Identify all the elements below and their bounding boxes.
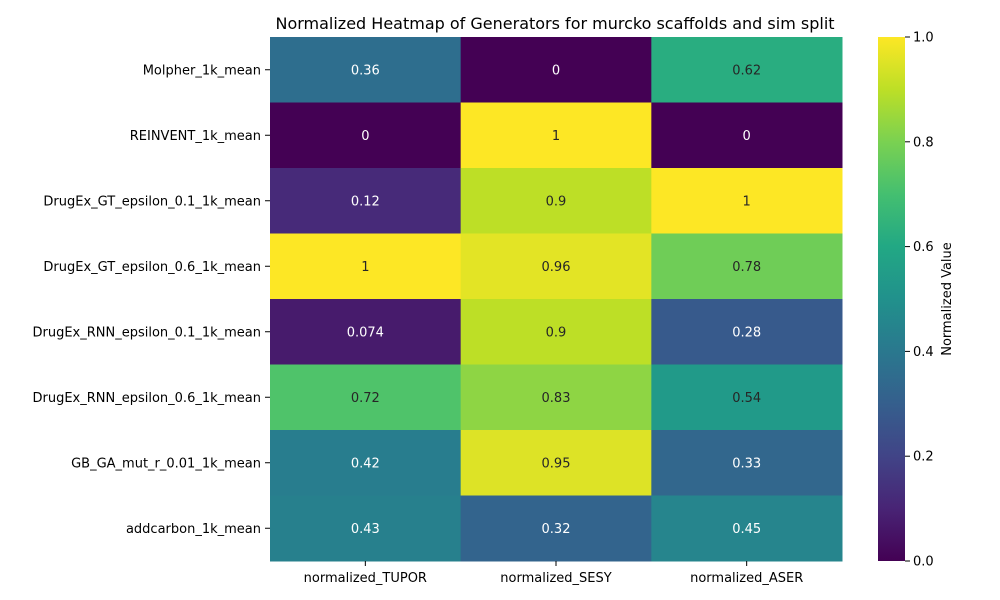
- cell-value-label: 0: [361, 129, 369, 144]
- colorbar-label: Normalized Value: [940, 242, 955, 356]
- column-label: normalized_TUPOR: [304, 571, 427, 586]
- cell-value-label: 0.72: [351, 391, 380, 406]
- cell-value-label: 0: [552, 63, 560, 78]
- heatmap-cell: [651, 495, 843, 562]
- cell-value-label: 0.36: [351, 63, 380, 78]
- column-label: normalized_SESY: [500, 571, 611, 586]
- heatmap-cell: [460, 168, 652, 234]
- cell-value-label: 0.074: [347, 325, 384, 340]
- colorbar-tick-label: 0.0: [913, 555, 934, 570]
- heatmap-cell: [651, 102, 843, 169]
- heatmap-cell: [270, 364, 462, 431]
- heatmap-cell: [270, 495, 462, 562]
- heatmap-cells: 0.36 0 0.62 0 1 0 0.12 0.9 1 1 0.96 0.78 0.074 0.9 0.2…: [270, 37, 843, 562]
- heatmap-cell: [270, 102, 462, 169]
- column-labels: normalized_TUPOR normalized_SESY normalize…: [304, 561, 803, 586]
- cell-value-label: 1: [361, 260, 369, 275]
- heatmap-cell: [460, 102, 652, 169]
- heatmap-cell: [651, 168, 843, 234]
- heatmap-cell: [460, 364, 652, 431]
- colorbar-tick-label: 0.2: [913, 450, 934, 465]
- row-label: DrugEx_GT_epsilon_0.1_1k_mean: [43, 194, 261, 209]
- cell-value-label: 0.43: [351, 522, 380, 537]
- row-labels: Molpher_1k_mean REINVENT_1k_mean DrugEx_GT…: [32, 63, 270, 537]
- cell-value-label: 1: [743, 194, 751, 209]
- colorbar: 0.0 0.2 0.4 0.6 0.8 1.0 Normalized Value: [878, 31, 955, 570]
- cell-value-label: 0.96: [542, 260, 571, 275]
- cell-value-label: 0.54: [732, 391, 761, 406]
- cell-value-label: 0.32: [542, 522, 571, 537]
- heatmap-cell: [270, 233, 462, 300]
- cell-value-label: 0.28: [732, 325, 761, 340]
- cell-value-label: 0.33: [732, 456, 761, 471]
- heatmap-cell: [270, 37, 462, 103]
- heatmap-cell: [651, 430, 843, 496]
- cell-value-label: 0.78: [732, 260, 761, 275]
- row-label: addcarbon_1k_mean: [126, 522, 261, 537]
- colorbar-gradient: [878, 37, 905, 561]
- column-label: normalized_ASER: [690, 571, 803, 586]
- cell-value-label: 0.45: [732, 522, 761, 537]
- colorbar-tick-label: 1.0: [913, 31, 934, 46]
- heatmap-cell: [651, 37, 843, 103]
- row-label: Molpher_1k_mean: [143, 63, 261, 78]
- cell-value-label: 1: [552, 129, 560, 144]
- row-label: DrugEx_RNN_epsilon_0.1_1k_mean: [32, 325, 261, 340]
- cell-value-label: 0.83: [542, 391, 571, 406]
- row-label: GB_GA_mut_r_0.01_1k_mean: [71, 456, 261, 471]
- heatmap-cell: [651, 364, 843, 431]
- cell-value-label: 0: [743, 129, 751, 144]
- heatmap-cell: [270, 299, 462, 365]
- cell-value-label: 0.42: [351, 456, 380, 471]
- heatmap-cell: [651, 233, 843, 300]
- cell-value-label: 0.9: [546, 325, 567, 340]
- row-label: REINVENT_1k_mean: [130, 129, 261, 144]
- heatmap-cell: [460, 37, 652, 103]
- cell-value-label: 0.12: [351, 194, 380, 209]
- heatmap-cell: [460, 233, 652, 300]
- heatmap-cell: [460, 495, 652, 562]
- chart-title: Normalized Heatmap of Generators for mur…: [275, 14, 834, 33]
- cell-value-label: 0.9: [546, 194, 567, 209]
- heatmap-cell: [270, 168, 462, 234]
- cell-value-label: 0.95: [542, 456, 571, 471]
- row-label: DrugEx_GT_epsilon_0.6_1k_mean: [43, 260, 261, 275]
- heatmap-cell: [270, 430, 462, 496]
- heatmap-cell: [651, 299, 843, 365]
- heatmap-cell: [460, 430, 652, 496]
- heatmap-cell: [460, 299, 652, 365]
- colorbar-tick-label: 0.6: [913, 240, 934, 255]
- colorbar-tick-label: 0.8: [913, 135, 934, 150]
- cell-value-label: 0.62: [732, 63, 761, 78]
- colorbar-tick-label: 0.4: [913, 345, 934, 360]
- row-label: DrugEx_RNN_epsilon_0.6_1k_mean: [32, 391, 261, 406]
